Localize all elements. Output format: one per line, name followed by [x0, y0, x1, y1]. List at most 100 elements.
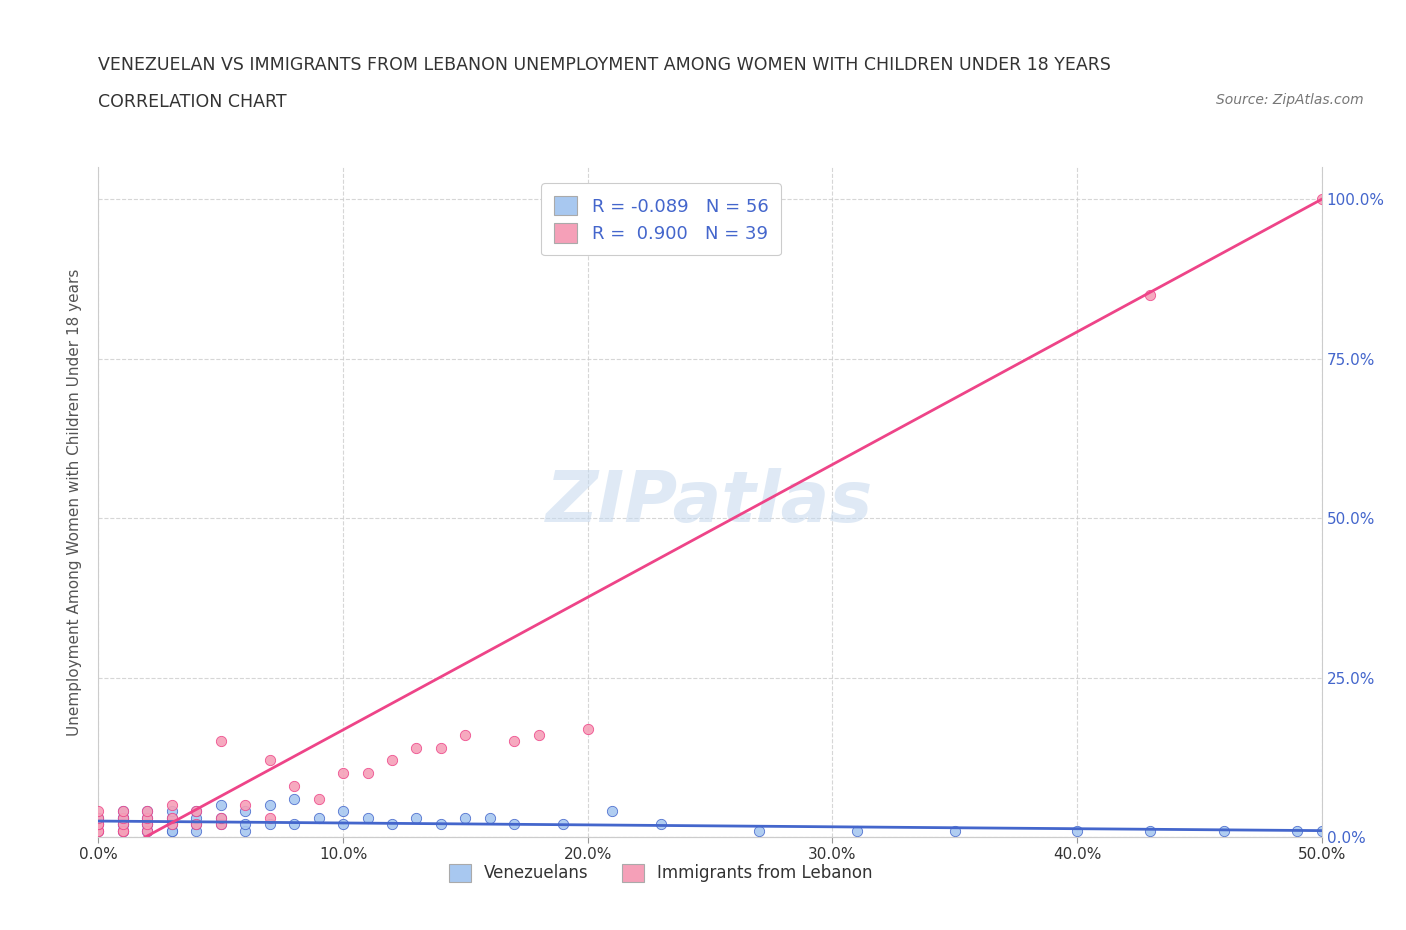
- Point: [405, 810, 427, 825]
- Point: [600, 804, 623, 819]
- Point: [186, 810, 208, 825]
- Point: [111, 823, 134, 838]
- Point: [283, 791, 305, 806]
- Point: [136, 804, 159, 819]
- Point: [186, 823, 208, 838]
- Point: [356, 765, 378, 780]
- Point: [405, 740, 427, 755]
- Point: [430, 817, 453, 831]
- Point: [136, 817, 159, 831]
- Point: [332, 765, 354, 780]
- Point: [160, 823, 183, 838]
- Point: [233, 823, 256, 838]
- Point: [503, 734, 526, 749]
- Point: [160, 810, 183, 825]
- Point: [87, 823, 110, 838]
- Point: [454, 810, 477, 825]
- Point: [111, 810, 134, 825]
- Point: [160, 810, 183, 825]
- Point: [454, 727, 477, 742]
- Point: [111, 810, 134, 825]
- Point: [111, 823, 134, 838]
- Point: [209, 817, 232, 831]
- Point: [87, 817, 110, 831]
- Text: ZIPatlas: ZIPatlas: [547, 468, 873, 537]
- Y-axis label: Unemployment Among Women with Children Under 18 years: Unemployment Among Women with Children U…: [67, 269, 83, 736]
- Point: [87, 823, 110, 838]
- Point: [209, 798, 232, 813]
- Point: [845, 823, 868, 838]
- Point: [186, 804, 208, 819]
- Point: [111, 817, 134, 831]
- Point: [111, 810, 134, 825]
- Point: [209, 810, 232, 825]
- Point: [136, 804, 159, 819]
- Point: [111, 804, 134, 819]
- Text: Source: ZipAtlas.com: Source: ZipAtlas.com: [1216, 93, 1364, 107]
- Point: [136, 817, 159, 831]
- Point: [233, 798, 256, 813]
- Point: [136, 810, 159, 825]
- Point: [209, 817, 232, 831]
- Text: CORRELATION CHART: CORRELATION CHART: [98, 93, 287, 111]
- Point: [87, 804, 110, 819]
- Point: [233, 804, 256, 819]
- Point: [576, 721, 599, 736]
- Point: [160, 804, 183, 819]
- Point: [748, 823, 770, 838]
- Point: [553, 817, 575, 831]
- Point: [283, 778, 305, 793]
- Point: [209, 734, 232, 749]
- Point: [111, 817, 134, 831]
- Point: [1139, 287, 1161, 302]
- Point: [478, 810, 501, 825]
- Point: [381, 817, 404, 831]
- Point: [136, 817, 159, 831]
- Point: [160, 817, 183, 831]
- Point: [87, 817, 110, 831]
- Point: [209, 810, 232, 825]
- Point: [111, 823, 134, 838]
- Point: [87, 817, 110, 831]
- Point: [308, 810, 330, 825]
- Point: [527, 727, 550, 742]
- Point: [136, 823, 159, 838]
- Point: [259, 810, 281, 825]
- Point: [1286, 823, 1309, 838]
- Point: [259, 753, 281, 768]
- Point: [186, 804, 208, 819]
- Point: [136, 823, 159, 838]
- Point: [111, 823, 134, 838]
- Point: [186, 817, 208, 831]
- Point: [160, 798, 183, 813]
- Point: [650, 817, 672, 831]
- Point: [259, 817, 281, 831]
- Point: [332, 817, 354, 831]
- Point: [111, 817, 134, 831]
- Point: [87, 823, 110, 838]
- Point: [503, 817, 526, 831]
- Point: [1310, 823, 1333, 838]
- Point: [233, 817, 256, 831]
- Point: [136, 823, 159, 838]
- Point: [283, 817, 305, 831]
- Point: [332, 804, 354, 819]
- Point: [308, 791, 330, 806]
- Point: [1066, 823, 1088, 838]
- Point: [111, 804, 134, 819]
- Point: [136, 810, 159, 825]
- Point: [87, 810, 110, 825]
- Point: [1310, 192, 1333, 206]
- Point: [1212, 823, 1234, 838]
- Point: [259, 798, 281, 813]
- Point: [160, 817, 183, 831]
- Point: [160, 823, 183, 838]
- Legend: Venezuelans, Immigrants from Lebanon: Venezuelans, Immigrants from Lebanon: [443, 857, 880, 889]
- Point: [356, 810, 378, 825]
- Point: [381, 753, 404, 768]
- Point: [186, 817, 208, 831]
- Point: [1139, 823, 1161, 838]
- Text: VENEZUELAN VS IMMIGRANTS FROM LEBANON UNEMPLOYMENT AMONG WOMEN WITH CHILDREN UND: VENEZUELAN VS IMMIGRANTS FROM LEBANON UN…: [98, 56, 1111, 73]
- Point: [87, 810, 110, 825]
- Point: [943, 823, 966, 838]
